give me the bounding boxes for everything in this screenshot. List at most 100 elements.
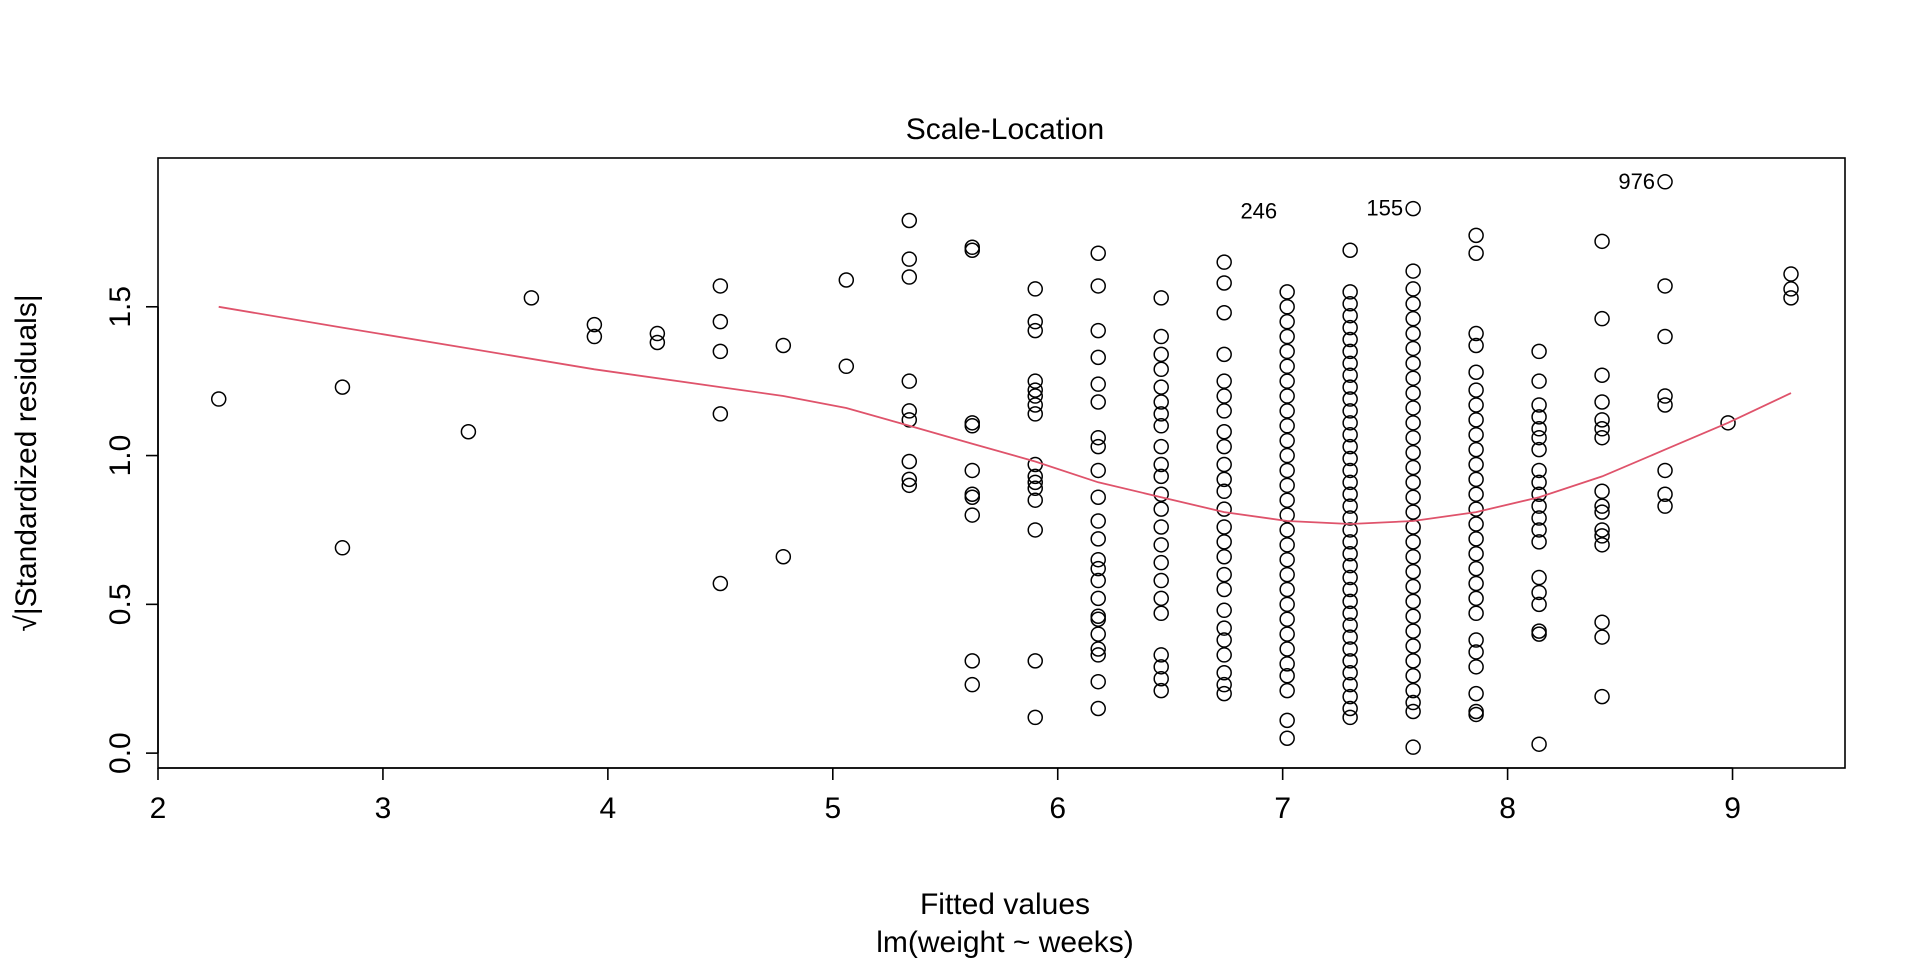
residual-point: [1594, 483, 1610, 500]
residual-point: [1405, 325, 1421, 342]
residual-point: [1657, 397, 1673, 413]
residual-point: [1279, 668, 1295, 684]
y-axis-label: √|Standardized residuals|: [10, 294, 43, 631]
residual-point: [1216, 602, 1232, 619]
residual-point: [1342, 331, 1358, 348]
residual-point: [1153, 290, 1169, 306]
residual-point: [1279, 418, 1295, 434]
y-tick-label: 1.5: [104, 286, 137, 328]
y-tick-label: 0.0: [104, 732, 137, 774]
residual-point: [1468, 546, 1484, 562]
residual-point: [1405, 385, 1421, 401]
residual-point: [1279, 551, 1295, 568]
residual-point: [1090, 513, 1106, 529]
residual-point: [1405, 474, 1421, 491]
residual-point: [1594, 429, 1610, 446]
residual-point: [1090, 647, 1106, 663]
residual-point: [901, 269, 918, 285]
residual-point: [1531, 510, 1547, 526]
residual-point: [1342, 510, 1358, 526]
residual-point: [1405, 429, 1421, 446]
residual-point: [1090, 462, 1106, 479]
residual-point: [1090, 572, 1106, 589]
residual-point: [1468, 227, 1484, 244]
residual-point: [1468, 245, 1484, 261]
residual-point: [1279, 507, 1295, 523]
residual-point: [964, 653, 981, 669]
residual-point: [1342, 629, 1358, 645]
residual-point: [1405, 534, 1421, 550]
residual-point: [649, 325, 666, 342]
residual-point: [1279, 284, 1295, 300]
residual-point: [901, 373, 918, 389]
residual-point: [1531, 421, 1547, 437]
residual-point: [649, 334, 666, 351]
residual-point: [1342, 403, 1358, 419]
residual-point: [1468, 471, 1484, 488]
residual-point: [1594, 629, 1610, 645]
residual-point: [1468, 337, 1484, 354]
residual-point: [1090, 438, 1106, 455]
residual-point: [1090, 551, 1106, 568]
residual-point: [1090, 349, 1106, 366]
residual-point: [712, 313, 729, 330]
residual-point: [1090, 322, 1106, 339]
residual-point: [1405, 296, 1421, 312]
residual-point: [1216, 665, 1232, 681]
residual-point: [1027, 406, 1043, 422]
residual-point: [1531, 498, 1547, 514]
residual-point: [1153, 659, 1169, 675]
residual-point: [1594, 233, 1610, 250]
residual-point: [901, 212, 918, 229]
residual-point: [1090, 700, 1106, 717]
residual-point: [1090, 376, 1106, 392]
residual-point: [1153, 468, 1169, 485]
residual-point: [1090, 429, 1106, 446]
residual-point: [1216, 620, 1232, 636]
residual-point: [1279, 712, 1295, 729]
residual-point: [1531, 522, 1547, 538]
residual-point: [1405, 444, 1421, 461]
residual-point: [1468, 364, 1484, 380]
residual-point: [1405, 415, 1421, 431]
residual-point: [1657, 278, 1673, 294]
residual-point: [1216, 254, 1232, 270]
residual-point: [1090, 641, 1106, 657]
y-axis: 0.0 0.5 1.0 1.5: [104, 286, 159, 774]
residual-point: [1594, 522, 1610, 538]
residual-point: [1153, 456, 1169, 473]
residual-point: [1216, 548, 1232, 565]
residual-point: [1405, 548, 1421, 565]
residual-point: [1342, 534, 1358, 550]
residual-point: [1153, 328, 1169, 345]
residual-point: [1468, 575, 1484, 592]
x-tick-label: 4: [600, 792, 617, 825]
residual-point: [901, 403, 918, 419]
residual-point: [964, 418, 981, 434]
residual-point: [1090, 278, 1106, 294]
residual-point: [1594, 394, 1610, 410]
residual-point: [1342, 242, 1358, 258]
residual-point: [1279, 373, 1295, 389]
residual-point: [964, 415, 981, 431]
residual-point: [1216, 676, 1232, 693]
residual-point: [1027, 653, 1043, 669]
residual-point: [1342, 569, 1358, 586]
residual-point: [1468, 605, 1484, 622]
residual-point: [1279, 447, 1295, 464]
residual-point: [1342, 605, 1358, 622]
residual-point: [1405, 653, 1421, 669]
residual-point: [901, 453, 918, 470]
residual-point: [1657, 462, 1673, 479]
residual-point: [1594, 688, 1610, 705]
residual-point: [1594, 367, 1610, 383]
residual-point: [1027, 388, 1043, 404]
residual-point: [1468, 560, 1484, 577]
residual-point: [1657, 388, 1673, 404]
residual-point: [1405, 668, 1421, 684]
y-tick-label: 0.5: [104, 583, 137, 625]
residual-point: [1342, 284, 1358, 300]
residual-point: [1279, 581, 1295, 598]
x-tick-label: 9: [1724, 792, 1741, 825]
